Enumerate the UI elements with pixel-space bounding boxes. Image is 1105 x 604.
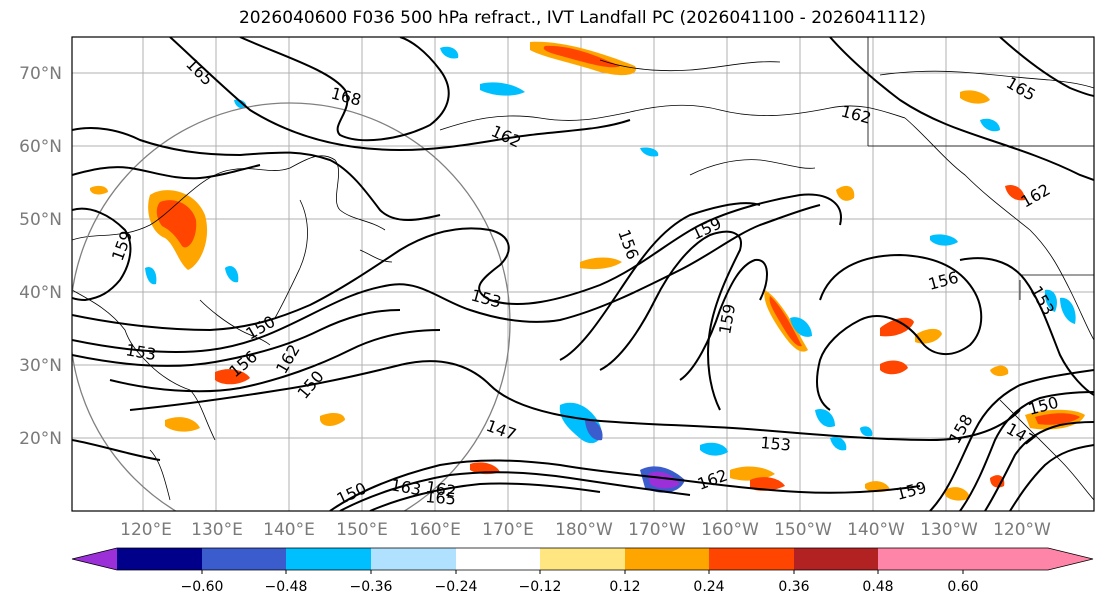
colorbar-tick-label: −0.48 — [265, 579, 308, 595]
lon-label: 150°E — [336, 520, 388, 540]
ivt-patch-pos — [750, 477, 785, 491]
ivt-patch-neg — [790, 317, 812, 337]
ivt-patch-neg — [440, 46, 459, 59]
map-plot-area: 168 165 162 162 165 159 156 153 159 156 … — [72, 37, 1094, 511]
ivt-patch-pos — [90, 185, 108, 195]
lon-label: 140°W — [847, 520, 905, 540]
ivt-patch-neg — [480, 82, 525, 96]
colorbar-tick-label: −0.24 — [435, 579, 478, 595]
ivt-patch-pos — [1005, 184, 1025, 201]
lon-label: 160°E — [409, 520, 461, 540]
colorbar-tick-label: −0.36 — [350, 579, 393, 595]
ivt-patch-neg — [1060, 297, 1076, 324]
ivt-patch-pos — [880, 360, 908, 375]
lat-label: 20°N — [19, 429, 62, 449]
ivt-patch-neg — [830, 436, 847, 451]
colorbar-tick-label: −0.12 — [519, 579, 562, 595]
colorbar-segment — [202, 548, 286, 570]
ivt-patch-pos — [156, 200, 197, 248]
coastlines — [72, 59, 1094, 501]
ivt-patch-pos — [165, 417, 200, 432]
lon-label: 170°W — [628, 520, 686, 540]
colorbar: −0.60 −0.48 −0.36 −0.24 −0.12 0.12 0.24 … — [71, 547, 1094, 595]
colorbar-segment — [625, 548, 709, 570]
ivt-shading — [90, 41, 1085, 501]
contour-label: 165 — [425, 487, 457, 509]
refractivity-contours — [72, 37, 1094, 511]
lon-label: 130°E — [191, 520, 243, 540]
longitude-labels: 120°E 130°E 140°E 150°E 160°E 170°E 180°… — [120, 520, 1051, 540]
ivt-patch-neg — [815, 408, 835, 428]
lon-label: 140°E — [263, 520, 315, 540]
ivt-patch-pos — [836, 185, 855, 201]
lon-label: 130°W — [920, 520, 978, 540]
lon-label: 180°W — [555, 520, 613, 540]
colorbar-extend-low — [72, 548, 117, 570]
colorbar-segment — [794, 548, 878, 570]
ivt-patch-neg — [1044, 289, 1057, 312]
colorbar-segment — [371, 548, 456, 570]
lat-label: 40°N — [19, 283, 62, 303]
lat-label: 30°N — [19, 356, 62, 376]
colorbar-tick-label: 0.12 — [609, 579, 640, 595]
ivt-patch-pos — [945, 487, 970, 501]
ivt-patch-neg — [585, 419, 603, 441]
ivt-patch-pos — [915, 328, 942, 344]
landfall-region-circle — [72, 102, 511, 511]
ivt-patch-pos — [769, 296, 802, 347]
ivt-patch-pos — [730, 466, 775, 481]
lon-label: 150°W — [774, 520, 832, 540]
lon-label: 170°E — [482, 520, 534, 540]
colorbar-tick-label: −0.60 — [181, 579, 224, 595]
colorbar-segment — [286, 548, 371, 570]
colorbar-tick-label: 0.24 — [693, 579, 724, 595]
colorbar-tick-label: 0.60 — [947, 579, 978, 595]
colorbar-segment — [456, 548, 540, 570]
contour-label: 153 — [760, 433, 792, 455]
ivt-patch-neg — [930, 234, 958, 246]
colorbar-segment — [963, 548, 1048, 570]
colorbar-segment — [709, 548, 794, 570]
map-frame — [71, 36, 1095, 512]
lon-label: 120°E — [120, 520, 172, 540]
ivt-patch-pos — [990, 365, 1009, 377]
ivt-patch-pos — [320, 413, 345, 426]
lat-label: 50°N — [19, 210, 62, 230]
colorbar-extend-high — [1048, 548, 1093, 570]
ivt-patch-pos — [580, 257, 622, 270]
ivt-patch-pos — [880, 317, 914, 337]
ivt-patch-pos — [960, 90, 990, 104]
lat-label: 70°N — [19, 64, 62, 84]
ivt-patch-neg — [648, 471, 680, 489]
ivt-patch-pos — [543, 45, 620, 68]
ivt-patch-neg — [225, 265, 239, 283]
ivt-patch-neg — [145, 266, 157, 285]
colorbar-segment — [540, 548, 625, 570]
ivt-patch-pos — [215, 369, 250, 385]
lon-label: 120°W — [993, 520, 1051, 540]
colorbar-segment — [878, 548, 963, 570]
colorbar-tick-label: 0.48 — [862, 579, 893, 595]
map-title: 2026040600 F036 500 hPa refract., IVT La… — [238, 8, 926, 28]
colorbar-tick-label: 0.36 — [778, 579, 809, 595]
lat-label: 60°N — [19, 137, 62, 157]
lon-label: 160°W — [701, 520, 759, 540]
ivt-patch-neg — [980, 118, 1000, 132]
borders — [867, 37, 1094, 300]
ivt-patch-neg — [640, 147, 659, 157]
colorbar-segment — [117, 548, 202, 570]
ivt-patch-neg — [234, 99, 247, 109]
ivt-patch-pos — [1035, 413, 1080, 425]
ivt-patch-neg — [860, 426, 873, 437]
latitude-labels: 70°N 60°N 50°N 40°N 30°N 20°N — [19, 64, 62, 449]
ivt-patch-neg — [700, 442, 728, 456]
